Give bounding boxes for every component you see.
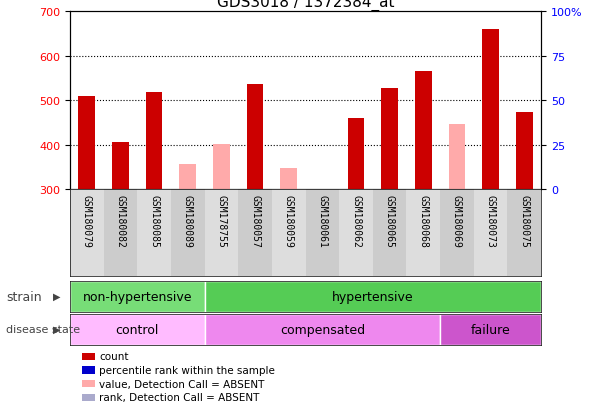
Bar (247, 84, 263, 190)
Bar (70, 281, 204, 312)
Bar (204, 314, 440, 345)
Text: GSM178755: GSM178755 (216, 195, 226, 247)
Text: GSM180065: GSM180065 (385, 195, 395, 247)
Bar (516, 113, 533, 190)
Bar (305, 190, 339, 277)
Bar (407, 190, 440, 277)
Bar (179, 164, 196, 190)
Text: control: control (116, 323, 159, 336)
Text: percentile rank within the sample: percentile rank within the sample (99, 365, 275, 375)
Text: GSM180085: GSM180085 (149, 195, 159, 247)
Bar (348, 119, 364, 190)
Bar (137, 190, 171, 277)
Bar (112, 142, 129, 190)
Bar (373, 190, 407, 277)
Bar (449, 124, 465, 190)
Bar (440, 314, 541, 345)
Text: value, Detection Call = ABSENT: value, Detection Call = ABSENT (99, 379, 264, 389)
Text: GSM180069: GSM180069 (452, 195, 462, 247)
Bar (508, 190, 541, 277)
Text: GSM180079: GSM180079 (81, 195, 92, 247)
Text: failure: failure (471, 323, 511, 336)
Text: disease state: disease state (6, 324, 80, 335)
Bar (204, 281, 541, 312)
Text: non-hypertensive: non-hypertensive (83, 290, 192, 303)
Text: strain: strain (6, 290, 42, 303)
Text: GSM180057: GSM180057 (250, 195, 260, 247)
Bar (440, 190, 474, 277)
Bar (482, 30, 499, 190)
Bar (70, 314, 204, 345)
Title: GDS3018 / 1372384_at: GDS3018 / 1372384_at (217, 0, 394, 11)
Text: GSM180061: GSM180061 (317, 195, 327, 247)
Text: GSM180059: GSM180059 (284, 195, 294, 247)
Bar (70, 190, 103, 277)
Bar (146, 93, 162, 190)
Bar (272, 190, 305, 277)
Text: GSM180082: GSM180082 (116, 195, 125, 247)
Text: ▶: ▶ (54, 291, 61, 301)
Text: GSM180073: GSM180073 (486, 195, 496, 247)
Bar (238, 190, 272, 277)
Text: count: count (99, 351, 129, 361)
Bar (381, 88, 398, 190)
Bar (280, 169, 297, 190)
Text: ▶: ▶ (54, 324, 61, 335)
Bar (213, 144, 230, 190)
Bar (171, 190, 204, 277)
Bar (103, 190, 137, 277)
Text: rank, Detection Call = ABSENT: rank, Detection Call = ABSENT (99, 392, 260, 402)
Bar (415, 72, 432, 190)
Bar (204, 190, 238, 277)
Text: GSM180068: GSM180068 (418, 195, 428, 247)
Text: hypertensive: hypertensive (332, 290, 413, 303)
Bar (474, 190, 508, 277)
Bar (339, 190, 373, 277)
Text: GSM180089: GSM180089 (183, 195, 193, 247)
Text: GSM180075: GSM180075 (519, 195, 530, 247)
Bar (78, 97, 95, 190)
Text: GSM180062: GSM180062 (351, 195, 361, 247)
Text: compensated: compensated (280, 323, 365, 336)
